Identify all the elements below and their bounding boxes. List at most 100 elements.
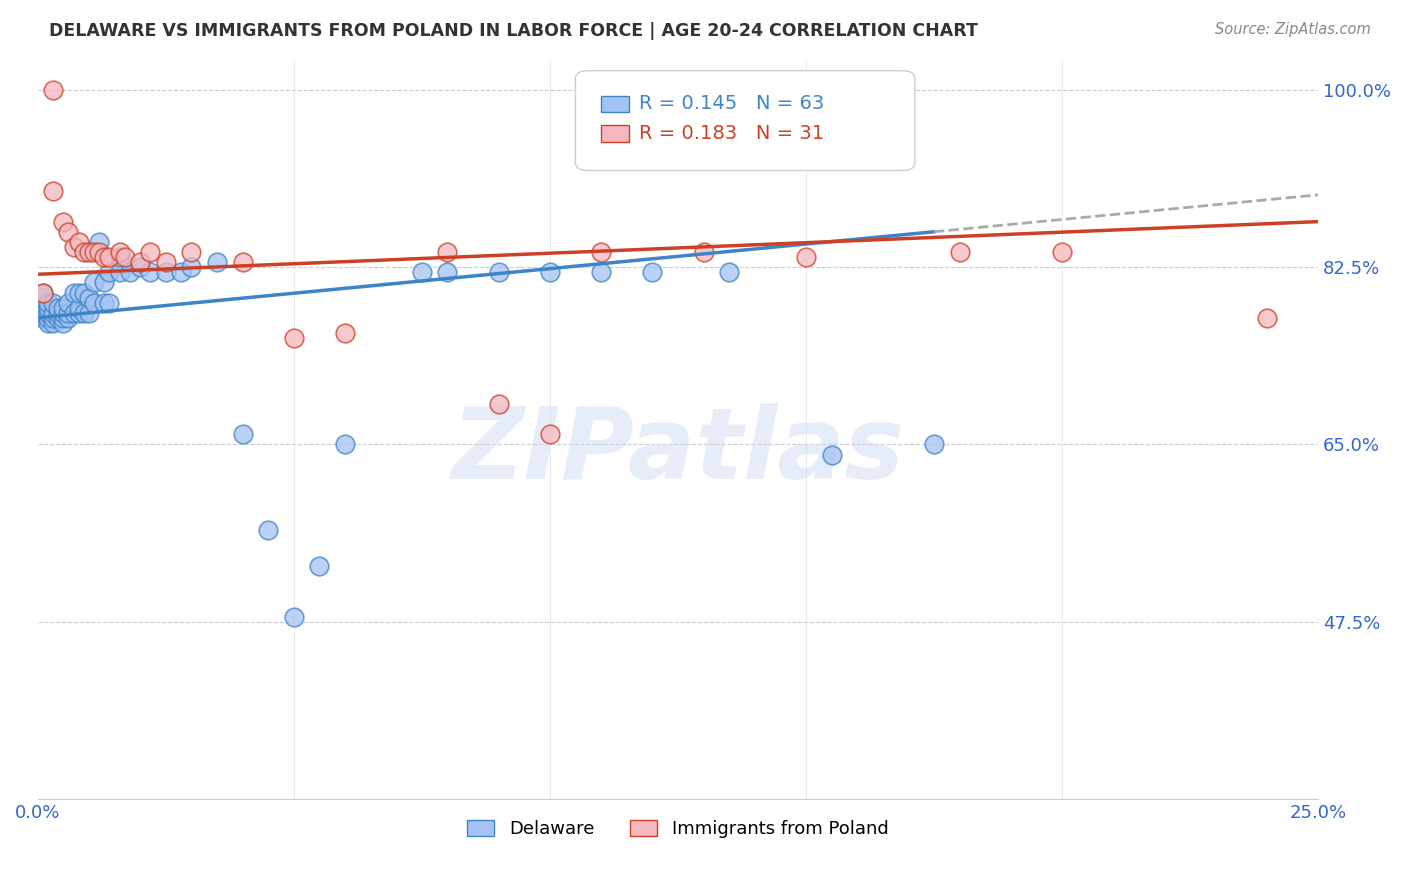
Point: [180, 260, 202, 275]
Point: [67, 301, 90, 315]
Point: [718, 265, 741, 279]
Point: [37, 301, 59, 315]
Point: [77, 245, 100, 260]
Text: R = 0.145   N = 63: R = 0.145 N = 63: [640, 95, 825, 113]
Point: [89, 245, 111, 260]
Point: [42, 316, 65, 330]
Point: [77, 306, 100, 320]
Point: [42, 306, 65, 320]
Point: [692, 245, 714, 260]
Point: [1256, 310, 1278, 325]
Point: [73, 245, 96, 260]
Point: [591, 265, 613, 279]
Point: [93, 276, 115, 290]
Point: [31, 306, 53, 320]
Point: [139, 245, 162, 260]
Point: [31, 285, 53, 300]
Point: [488, 265, 510, 279]
Point: [538, 265, 561, 279]
Point: [1050, 245, 1073, 260]
Point: [411, 265, 433, 279]
Point: [77, 291, 100, 305]
Point: [333, 326, 356, 340]
Point: [180, 245, 202, 260]
Point: [42, 295, 65, 310]
Point: [67, 235, 90, 249]
Point: [31, 295, 53, 310]
FancyBboxPatch shape: [602, 126, 630, 142]
Point: [31, 310, 53, 325]
Point: [155, 255, 177, 269]
Point: [205, 255, 228, 269]
Point: [58, 306, 80, 320]
Point: [538, 427, 561, 442]
Point: [42, 310, 65, 325]
Point: [37, 310, 59, 325]
Point: [170, 265, 193, 279]
Point: [949, 245, 972, 260]
Point: [93, 250, 115, 264]
Point: [139, 265, 162, 279]
Point: [283, 609, 305, 624]
Text: DELAWARE VS IMMIGRANTS FROM POLAND IN LABOR FORCE | AGE 20-24 CORRELATION CHART: DELAWARE VS IMMIGRANTS FROM POLAND IN LA…: [49, 22, 979, 40]
Point: [52, 306, 75, 320]
Point: [93, 295, 115, 310]
Point: [37, 295, 59, 310]
Point: [922, 437, 945, 451]
Point: [62, 285, 84, 300]
Point: [98, 250, 121, 264]
Point: [129, 255, 152, 269]
Point: [37, 306, 59, 320]
Point: [232, 427, 254, 442]
Point: [820, 448, 842, 462]
Point: [232, 255, 254, 269]
Point: [42, 184, 65, 198]
Point: [436, 245, 458, 260]
Point: [62, 240, 84, 254]
Point: [794, 250, 817, 264]
Point: [488, 397, 510, 411]
Point: [62, 306, 84, 320]
Point: [37, 316, 59, 330]
FancyBboxPatch shape: [602, 95, 630, 112]
Point: [118, 265, 141, 279]
Point: [73, 285, 96, 300]
FancyBboxPatch shape: [575, 70, 915, 170]
Point: [52, 301, 75, 315]
Point: [46, 301, 69, 315]
Point: [155, 265, 177, 279]
Point: [283, 331, 305, 345]
Point: [83, 245, 105, 260]
Point: [31, 285, 53, 300]
Point: [98, 295, 121, 310]
Text: Source: ZipAtlas.com: Source: ZipAtlas.com: [1215, 22, 1371, 37]
Point: [58, 225, 80, 239]
Point: [73, 306, 96, 320]
Point: [67, 285, 90, 300]
Point: [108, 265, 131, 279]
Point: [46, 310, 69, 325]
Point: [98, 265, 121, 279]
Text: R = 0.183   N = 31: R = 0.183 N = 31: [640, 124, 825, 143]
Point: [257, 524, 280, 538]
Legend: Delaware, Immigrants from Poland: Delaware, Immigrants from Poland: [460, 813, 896, 846]
Point: [58, 310, 80, 325]
Point: [89, 235, 111, 249]
Point: [31, 291, 53, 305]
Point: [52, 316, 75, 330]
Text: ZIPatlas: ZIPatlas: [451, 403, 904, 500]
Point: [333, 437, 356, 451]
Point: [114, 250, 136, 264]
Point: [308, 558, 330, 573]
Point: [591, 245, 613, 260]
Point: [67, 306, 90, 320]
Point: [129, 260, 152, 275]
Point: [52, 310, 75, 325]
Point: [83, 276, 105, 290]
Point: [58, 295, 80, 310]
Point: [83, 295, 105, 310]
Point: [108, 245, 131, 260]
Point: [641, 265, 664, 279]
Point: [436, 265, 458, 279]
Point: [52, 214, 75, 228]
